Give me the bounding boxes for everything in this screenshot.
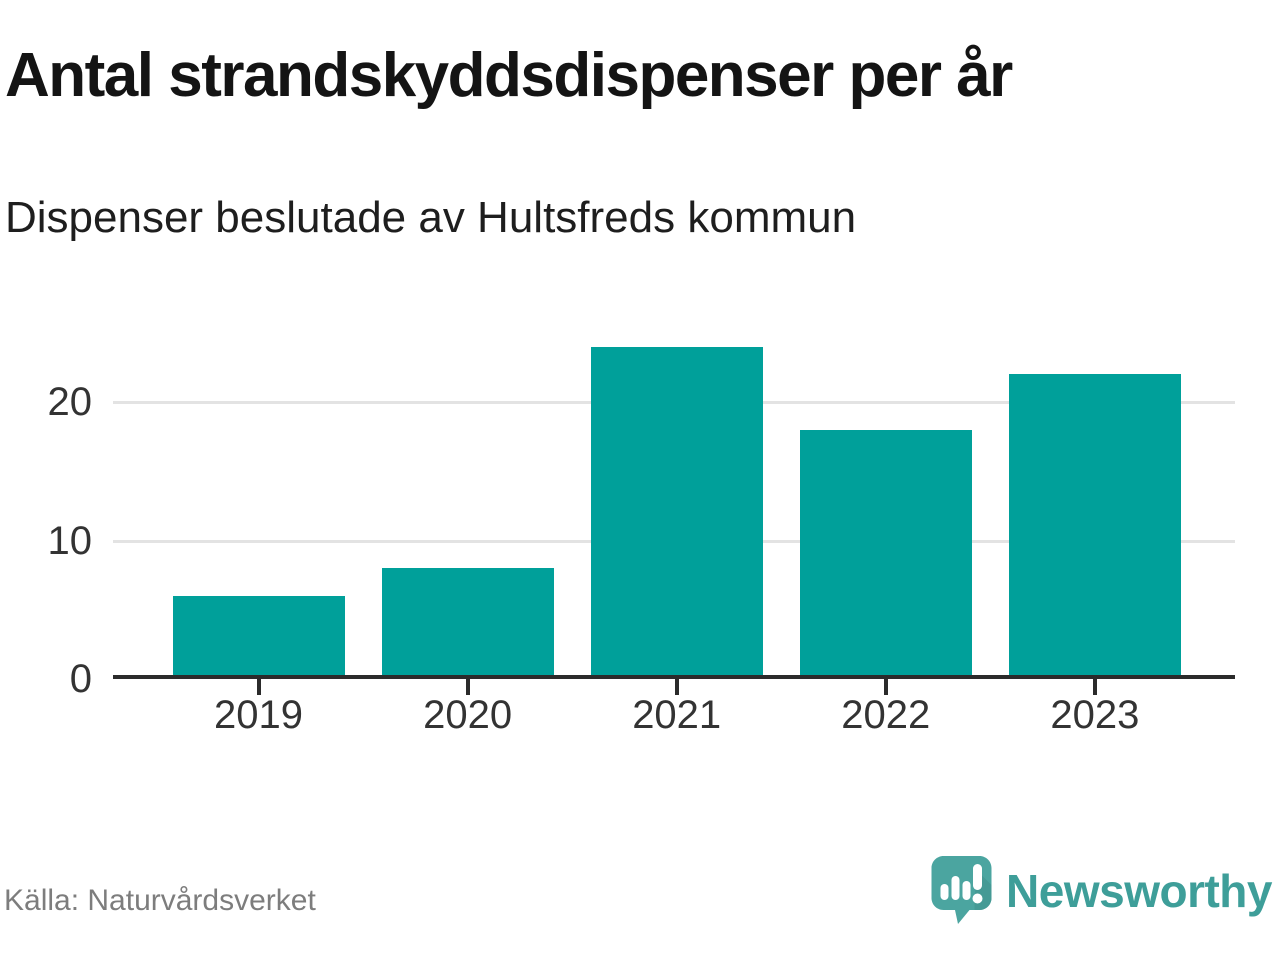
x-axis-label-2019: 2019	[214, 693, 303, 737]
plot-area: 2019 2020 2021 2022 2023	[113, 280, 1235, 737]
x-axis-tick-2021	[674, 679, 679, 695]
x-axis-baseline	[113, 675, 1235, 679]
x-axis-tick-2023	[1092, 679, 1097, 695]
x-axis-label-2023: 2023	[1050, 693, 1140, 737]
chart-subtitle: Dispenser beslutade av Hultsfreds kommun	[5, 193, 857, 242]
bar-2023	[1008, 374, 1181, 679]
x-axis-tick-2020	[465, 679, 470, 695]
x-axis-tick-2022	[883, 679, 888, 695]
x-axis-label-2022: 2022	[841, 693, 931, 737]
page-title: Antal strandskyddsdispenser per år	[5, 41, 1013, 110]
bar-2022	[799, 429, 972, 679]
y-axis-label-20: 20	[47, 380, 93, 424]
y-axis-label-10: 10	[47, 518, 93, 563]
y-axis: 0 10 20	[0, 280, 93, 701]
newsworthy-wordmark: Newsworthy	[1006, 865, 1272, 917]
source-text: Källa: Naturvårdsverket	[4, 884, 316, 917]
y-axis-label-0: 0	[69, 657, 92, 701]
bar-2021	[590, 346, 763, 679]
x-axis-label-2020: 2020	[423, 693, 513, 737]
bar-2020	[381, 568, 554, 679]
newsworthy-logo-icon	[931, 856, 992, 924]
bar-2019	[172, 595, 345, 679]
brand-footer: Newsworthy	[931, 856, 1272, 926]
x-axis-label-2021: 2021	[632, 693, 722, 737]
x-axis-tick-2019	[256, 679, 261, 695]
